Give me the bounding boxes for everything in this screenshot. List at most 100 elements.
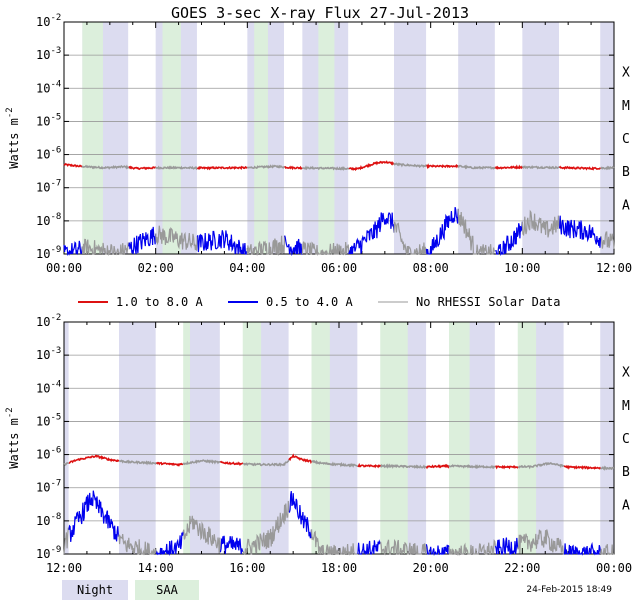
- flare-class-label: A: [622, 498, 630, 513]
- series-long-line: [426, 163, 459, 170]
- y-tick-label: 10-4: [36, 79, 61, 95]
- night-band: [522, 22, 559, 254]
- series-long-line: [380, 463, 427, 470]
- series-long-line: [156, 461, 184, 467]
- series-long-line: [457, 164, 496, 170]
- flare-class-label: M: [622, 99, 630, 114]
- saa-band: [380, 322, 408, 554]
- y-tick-label: 10-9: [36, 545, 61, 561]
- y-tick-exponent: -9: [50, 545, 61, 555]
- generated-timestamp: 24-Feb-2015 18:49: [526, 585, 612, 595]
- series-short-line: [517, 529, 564, 555]
- series-short-line: [118, 534, 157, 556]
- night-band: [600, 22, 614, 254]
- series-short-line: [425, 544, 450, 556]
- flare-class-label: A: [622, 198, 630, 213]
- night-band: [531, 322, 564, 554]
- series-short-line: [63, 527, 70, 554]
- y-axis-label: Watts m-2: [5, 107, 21, 168]
- y-tick-label: 10-7: [36, 479, 61, 495]
- series-long-line: [448, 463, 496, 470]
- x-tick-label: 18:00: [321, 561, 357, 575]
- series-long-line: [521, 165, 561, 170]
- y-tick-exponent: -2: [50, 313, 61, 323]
- night-band: [458, 22, 495, 254]
- series-short-line: [63, 240, 83, 257]
- x-tick-label: 16:00: [229, 561, 265, 575]
- night-band: [119, 322, 156, 554]
- series-long-line: [182, 459, 221, 466]
- x-tick-label: 12:00: [46, 561, 82, 575]
- night-band: [394, 22, 427, 254]
- series-long-line: [348, 160, 395, 172]
- series-long-line: [197, 165, 248, 171]
- flare-class-label: B: [622, 165, 630, 180]
- legend-night-swatch: [62, 580, 128, 600]
- x-tick-label: 00:00: [596, 561, 632, 575]
- night-band: [325, 322, 358, 554]
- chart-title: GOES 3-sec X-ray Flux 27-Jul-2013: [171, 4, 469, 22]
- saa-band: [517, 322, 537, 554]
- series-short-line: [288, 491, 313, 539]
- saa-band: [162, 22, 181, 254]
- legend-saa-label: SAA: [156, 583, 178, 597]
- saa-band: [82, 22, 103, 254]
- series-short-line: [425, 206, 459, 255]
- series-short-line: [219, 535, 244, 555]
- legend-saa-swatch: [135, 580, 199, 600]
- x-tick-label: 02:00: [138, 261, 174, 275]
- legend-short-label: 0.5 to 4.0 A: [266, 295, 353, 309]
- x-tick-label: 10:00: [504, 261, 540, 275]
- y-tick-label: 10-3: [36, 46, 61, 62]
- series-short-line: [600, 544, 614, 555]
- series-long-line: [600, 165, 615, 171]
- flare-class-label: X: [622, 366, 630, 381]
- series-long-line: [495, 465, 519, 470]
- x-tick-label: 14:00: [138, 561, 174, 575]
- y-tick-exponent: -4: [50, 379, 61, 389]
- y-tick-label: 10-6: [36, 446, 61, 462]
- top-panel: 00:00 02:00 04:00 06:00 08:00 10:00 12:00 10-2 1…: [5, 13, 632, 275]
- series-long-line: [63, 162, 83, 168]
- shading-legend: Night SAA: [62, 580, 199, 600]
- series-long-line: [494, 164, 523, 170]
- y-tick-exponent: -8: [50, 212, 61, 222]
- saa-band: [254, 22, 268, 254]
- legend-no-rhessi-label: No RHESSI Solar Data: [416, 295, 561, 309]
- series-long-line: [81, 164, 130, 170]
- series-short-line: [155, 531, 184, 556]
- series-short-line: [559, 215, 602, 248]
- y-tick-exponent: -6: [50, 146, 61, 156]
- series-short-line: [196, 230, 248, 255]
- y-tick-label: 10-2: [36, 313, 61, 329]
- series-short-line: [457, 208, 496, 255]
- series-short-line: [563, 541, 602, 556]
- x-tick-label: 22:00: [504, 561, 540, 575]
- y-tick-exponent: -3: [50, 346, 61, 356]
- y-tick-label: 10-5: [36, 412, 61, 428]
- saa-band: [318, 22, 335, 254]
- flare-class-label: X: [622, 66, 630, 81]
- legend-long-label: 1.0 to 8.0 A: [116, 295, 203, 309]
- series-legend: 1.0 to 8.0 A 0.5 to 4.0 A No RHESSI Sola…: [78, 295, 561, 309]
- series-short-line: [242, 500, 290, 556]
- y-tick-exponent: -6: [50, 446, 61, 456]
- night-band: [600, 322, 614, 554]
- series-long-line: [600, 465, 615, 471]
- y-tick-label: 10-9: [36, 245, 61, 261]
- series-short-line: [155, 225, 198, 251]
- series-long-line: [63, 461, 70, 466]
- series-short-line: [301, 241, 350, 256]
- series-short-line: [348, 211, 395, 255]
- series-long-line: [128, 165, 156, 171]
- series-long-line: [246, 164, 285, 170]
- series-short-line: [310, 529, 358, 556]
- y-axis-label-exponent: -2: [5, 107, 15, 118]
- y-tick-exponent: -5: [50, 412, 61, 422]
- y-tick-exponent: -7: [50, 179, 61, 189]
- series-short-line: [600, 231, 615, 249]
- y-tick-label: 10-4: [36, 379, 61, 395]
- series-short-line: [393, 221, 427, 255]
- series-long-line: [357, 462, 382, 469]
